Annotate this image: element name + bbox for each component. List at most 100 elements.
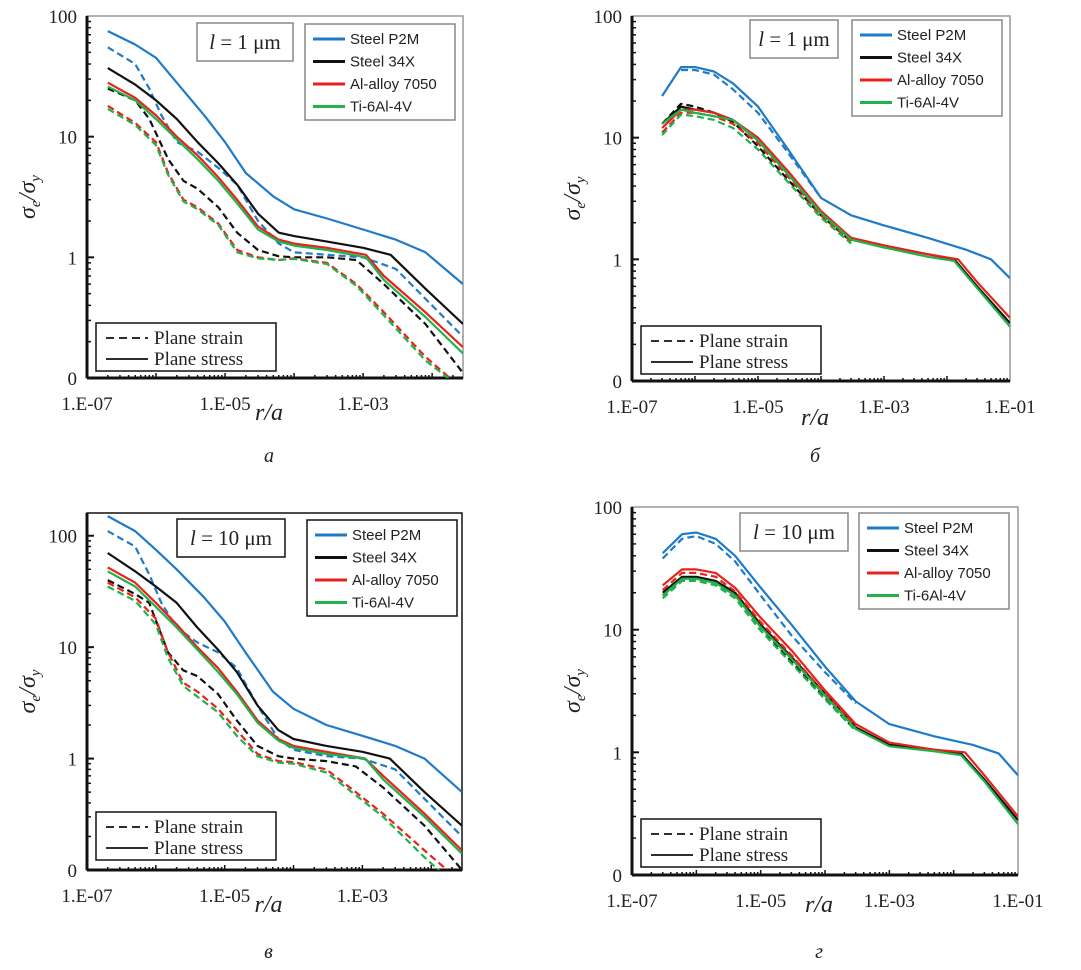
- legend-label: Al-alloy 7050: [897, 72, 984, 89]
- legend-materials: Steel P2M Steel 34X Al-alloy 7050 Ti-6Al-4V: [851, 19, 1003, 117]
- series-line-steel-34x-stress: [107, 552, 462, 827]
- series-group: [107, 30, 463, 378]
- y-tick-label: 1: [68, 248, 78, 269]
- series-line-al-alloy-7050-strain: [107, 104, 452, 378]
- series-line-al-alloy-7050-strain: [661, 111, 852, 243]
- x-tick-label: 1.E-03: [338, 394, 389, 415]
- annotation-text: l = 10 μm: [190, 526, 272, 550]
- x-tick-label: 1.E-07: [606, 397, 657, 418]
- y-tick-label: 100: [49, 7, 78, 28]
- series-group: [661, 531, 1018, 825]
- x-tick-label: 1.E-07: [61, 886, 112, 907]
- legend-label: Steel P2M: [350, 31, 419, 48]
- series-line-steel-34x-strain: [661, 577, 857, 732]
- y-tick-label: 10: [58, 638, 77, 659]
- series-group: [661, 65, 1010, 328]
- series-line-steel-p2m-stress: [107, 515, 462, 793]
- x-axis-label: r/a: [805, 892, 833, 918]
- y-tick-label: 0: [68, 369, 78, 390]
- x-tick-label: 1.E-05: [732, 397, 783, 418]
- annotation-box: [196, 22, 294, 62]
- series-line-ti-6al-4v-stress: [661, 577, 1018, 825]
- y-tick-label: 0: [613, 372, 623, 393]
- x-tick-label: 1.E-07: [61, 394, 112, 415]
- legend-style-label: Plane strain: [154, 817, 244, 838]
- series-line-al-alloy-7050-stress: [661, 108, 1010, 319]
- series-line-ti-6al-4v-strain: [107, 585, 441, 870]
- legend-label: Al-alloy 7050: [352, 572, 439, 589]
- x-axis-label: r/a: [254, 892, 282, 918]
- x-tick-label: 1.E-05: [735, 891, 786, 912]
- legend-materials: Steel P2M Steel 34X Al-alloy 7050 Ti-6Al-4V: [306, 519, 458, 617]
- annotation-text: l = 10 μm: [753, 520, 835, 544]
- legend-materials: Steel P2M Steel 34X Al-alloy 7050 Ti-6Al-4V: [304, 23, 456, 121]
- annotation-box: [739, 512, 849, 552]
- y-tick-label: 10: [58, 128, 77, 149]
- legend-materials: Steel P2M Steel 34X Al-alloy 7050 Ti-6Al-4V: [858, 512, 1010, 610]
- x-tick-label: 1.E-05: [199, 394, 250, 415]
- series-line-steel-34x-strain: [107, 579, 462, 870]
- y-axis-label: σe /σy: [560, 176, 589, 220]
- series-line-ti-6al-4v-strain: [661, 579, 857, 732]
- legend-label: Steel P2M: [897, 27, 966, 44]
- series-line-steel-p2m-stress: [661, 531, 1018, 777]
- legend-style-label: Plane stress: [699, 352, 788, 373]
- series-line-ti-6al-4v-stress: [107, 570, 462, 855]
- legend-label: Steel P2M: [904, 520, 973, 537]
- series-line-steel-p2m-strain: [681, 68, 822, 199]
- panel-letter: в: [264, 941, 273, 963]
- series-line-steel-34x-stress: [661, 105, 1010, 324]
- y-tick-label: 10: [603, 621, 622, 642]
- legend-style-label: Plane strain: [699, 824, 789, 845]
- legend-label: Steel 34X: [350, 54, 415, 71]
- y-tick-label: 1: [613, 743, 623, 764]
- legend-label: Steel 34X: [904, 543, 969, 560]
- x-tick-label: 1.E-07: [606, 891, 657, 912]
- series-line-al-alloy-7050-stress: [662, 568, 1018, 818]
- x-tick-label: 1.E-01: [984, 397, 1035, 418]
- y-tick-label: 100: [594, 7, 623, 28]
- series-line-steel-34x-strain: [107, 87, 463, 374]
- x-axis-label: r/a: [255, 400, 283, 426]
- legend-style-label: Plane stress: [699, 845, 788, 866]
- legend-label: Ti-6Al-4V: [897, 95, 959, 112]
- series-line-al-alloy-7050-stress: [107, 81, 463, 349]
- series-line-ti-6al-4v-stress: [107, 85, 463, 355]
- legend-style-label: Plane strain: [154, 328, 244, 349]
- y-tick-label: 100: [49, 527, 78, 548]
- legend-label: Steel P2M: [352, 527, 421, 544]
- series-line-steel-p2m-strain: [661, 534, 857, 705]
- y-tick-label: 100: [594, 498, 623, 519]
- series-group: [107, 515, 462, 870]
- series-line-steel-34x-stress: [662, 575, 1018, 821]
- annotation-text: l = 1 μm: [209, 30, 281, 54]
- legend-style-label: Plane stress: [154, 838, 243, 859]
- series-line-steel-p2m-stress: [107, 30, 463, 285]
- x-axis-label: r/a: [801, 405, 829, 431]
- legend-label: Ti-6Al-4V: [904, 588, 966, 605]
- x-tick-label: 1.E-01: [992, 891, 1043, 912]
- series-line-ti-6al-4v-strain: [107, 107, 450, 378]
- x-tick-label: 1.E-03: [864, 891, 915, 912]
- series-line-al-alloy-7050-strain: [107, 581, 448, 870]
- annotation-box: [176, 518, 286, 558]
- series-line-steel-34x-strain: [661, 102, 852, 243]
- x-tick-label: 1.E-05: [199, 886, 250, 907]
- y-tick-label: 0: [613, 866, 623, 887]
- series-line-ti-6al-4v-stress: [661, 108, 1010, 328]
- y-tick-label: 0: [68, 861, 78, 882]
- x-tick-label: 1.E-03: [858, 397, 909, 418]
- y-tick-label: 10: [603, 129, 622, 150]
- legend-label: Ti-6Al-4V: [350, 99, 412, 116]
- x-tick-label: 1.E-03: [337, 886, 388, 907]
- legend-label: Al-alloy 7050: [904, 565, 991, 582]
- panel-letter: б: [810, 445, 821, 467]
